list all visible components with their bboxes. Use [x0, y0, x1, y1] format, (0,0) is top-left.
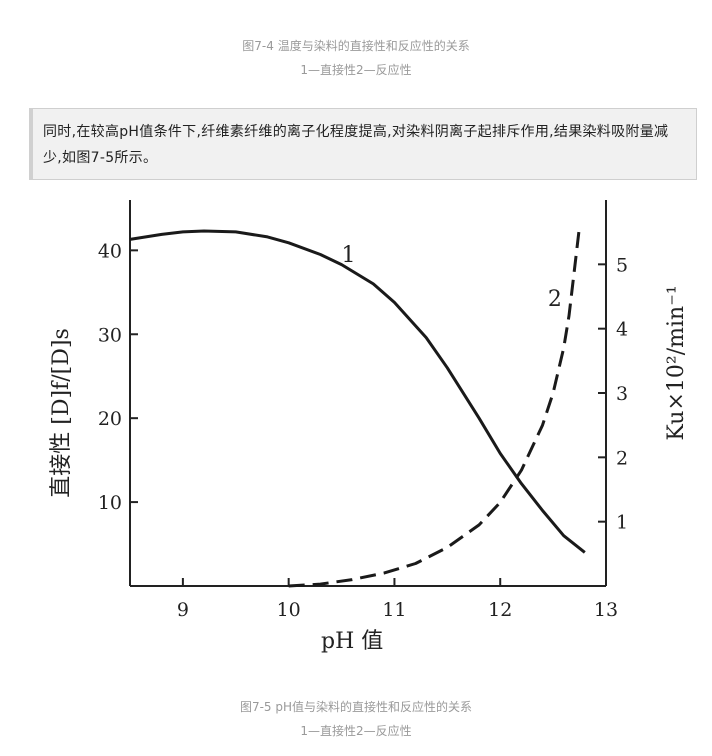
paragraph-block: 同时,在较高pH值条件下,纤维素纤维的离子化程度提高,对染料阴离子起排斥作用,结…	[29, 108, 697, 180]
right-y-tick-label: 1	[616, 512, 628, 534]
series-2-label: 2	[548, 287, 562, 312]
left-y-tick-label: 10	[98, 492, 122, 514]
paragraph-text: 同时,在较高pH值条件下,纤维素纤维的离子化程度提高,对染料阴离子起排斥作用,结…	[43, 124, 669, 166]
chart-series	[129, 225, 586, 588]
x-tick-label: 13	[594, 599, 618, 621]
left-y-tick-label: 40	[98, 240, 122, 262]
series-2-line	[288, 225, 582, 588]
top-figure-caption-title: 图7-4 温度与染料的直接性和反应性的关系	[242, 39, 470, 53]
x-axis-title: pH 值	[321, 629, 383, 654]
left-y-axis-title: 直接性 [D]f/[D]s	[49, 328, 74, 497]
top-figure-caption-legend: 1—直接性2—反应性	[300, 63, 412, 77]
right-y-tick-label: 5	[616, 254, 628, 276]
x-tick-label: 12	[488, 599, 512, 621]
right-y-tick-label: 2	[616, 447, 628, 469]
bottom-figure-caption-title: 图7-5 pH值与染料的直接性和反应性的关系	[239, 700, 473, 714]
x-tick-label: 10	[277, 599, 301, 621]
x-tick-label: 9	[177, 599, 189, 621]
left-y-tick-label: 30	[98, 324, 122, 346]
bottom-figure-caption-legend: 1—直接性2—反应性	[300, 724, 412, 738]
x-tick-label: 11	[382, 599, 406, 621]
series-1-line	[129, 229, 586, 554]
right-y-axis-title: Ku×10²/min⁻¹	[664, 285, 689, 440]
right-y-tick-label: 3	[616, 383, 628, 405]
left-y-tick-label: 20	[98, 408, 122, 430]
right-y-tick-label: 4	[616, 319, 628, 341]
chart-axes	[129, 200, 607, 587]
series-1-label: 1	[342, 243, 356, 268]
